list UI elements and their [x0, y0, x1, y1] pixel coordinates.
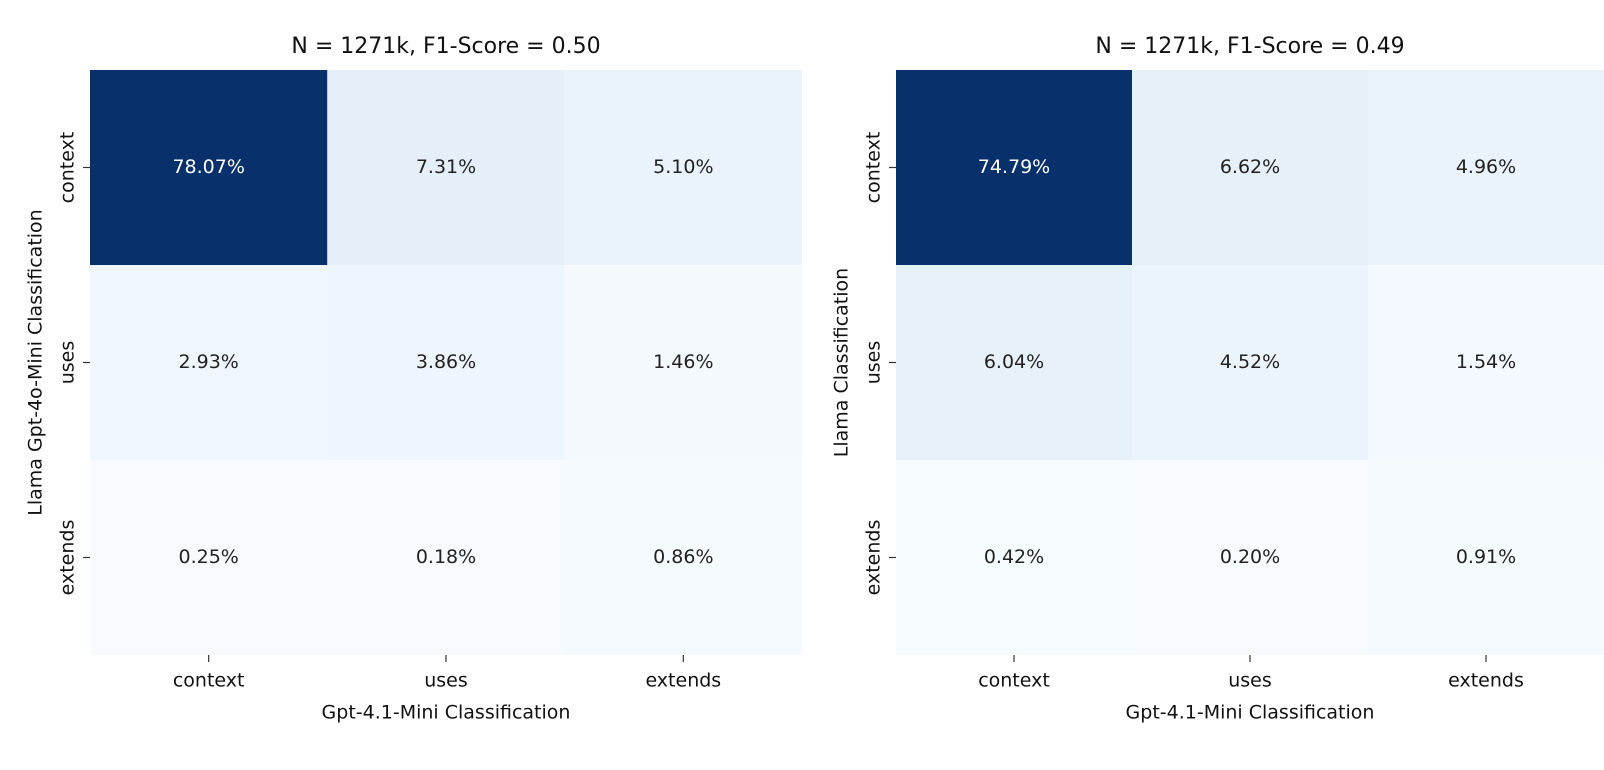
heatmap-cell: [1368, 70, 1604, 265]
cell-label: 7.31%: [416, 156, 476, 178]
cell-label: 4.52%: [1220, 351, 1280, 373]
cell-label: 2.93%: [178, 351, 238, 373]
heatmap-cell: [564, 265, 802, 460]
heatmap-cell: [90, 460, 328, 655]
y-tick-label: context: [863, 132, 885, 204]
heatmap-cell: [1132, 70, 1368, 265]
cell-label: 0.42%: [984, 546, 1044, 568]
y-tick-label: uses: [863, 341, 885, 385]
cell-label: 1.54%: [1456, 351, 1516, 373]
cell-label: 1.46%: [653, 351, 713, 373]
heatmap-cell: [564, 460, 802, 655]
chart-title: N = 1271k, F1-Score = 0.49: [1095, 34, 1404, 59]
chart-title: N = 1271k, F1-Score = 0.50: [291, 34, 600, 59]
heatmap-cell: [896, 265, 1132, 460]
cell-label: 6.62%: [1220, 156, 1280, 178]
heatmap-cell: [896, 70, 1132, 265]
x-tick-label: extends: [645, 670, 721, 692]
x-tick-label: extends: [1448, 670, 1524, 692]
heatmap-cell: [1368, 460, 1604, 655]
x-axis-label: Gpt-4.1-Mini Classification: [1126, 702, 1375, 724]
cell-label: 0.20%: [1220, 546, 1280, 568]
heatmap-cell: [896, 460, 1132, 655]
cell-label: 0.18%: [416, 546, 476, 568]
heatmap-cell: [90, 265, 328, 460]
cell-label: 78.07%: [172, 156, 244, 178]
y-tick-label: context: [57, 132, 79, 204]
x-tick-label: uses: [424, 670, 468, 692]
cell-label: 6.04%: [984, 351, 1044, 373]
heatmap-cell: [327, 460, 565, 655]
x-tick-label: context: [978, 670, 1050, 692]
heatmap-cell: [1132, 265, 1368, 460]
x-axis-label: Gpt-4.1-Mini Classification: [322, 702, 571, 724]
y-tick-label: extends: [863, 520, 885, 596]
y-axis-label: Llama Gpt-4o-Mini Classification: [25, 209, 47, 515]
cell-label: 0.86%: [653, 546, 713, 568]
heatmap-cell: [90, 70, 328, 265]
y-axis-label: Llama Classification: [831, 268, 853, 457]
heatmap-cell: [564, 70, 802, 265]
cell-label: 0.91%: [1456, 546, 1516, 568]
cell-label: 4.96%: [1456, 156, 1516, 178]
heatmap-cell: [327, 265, 565, 460]
cell-label: 74.79%: [978, 156, 1050, 178]
heatmap-cell: [327, 70, 565, 265]
cell-label: 5.10%: [653, 156, 713, 178]
heatmap-cell: [1368, 265, 1604, 460]
x-tick-label: context: [173, 670, 245, 692]
cell-label: 3.86%: [416, 351, 476, 373]
x-tick-label: uses: [1228, 670, 1272, 692]
y-tick-label: uses: [57, 341, 79, 385]
cell-label: 0.25%: [178, 546, 238, 568]
y-tick-label: extends: [57, 520, 79, 596]
heatmap-cell: [1132, 460, 1368, 655]
